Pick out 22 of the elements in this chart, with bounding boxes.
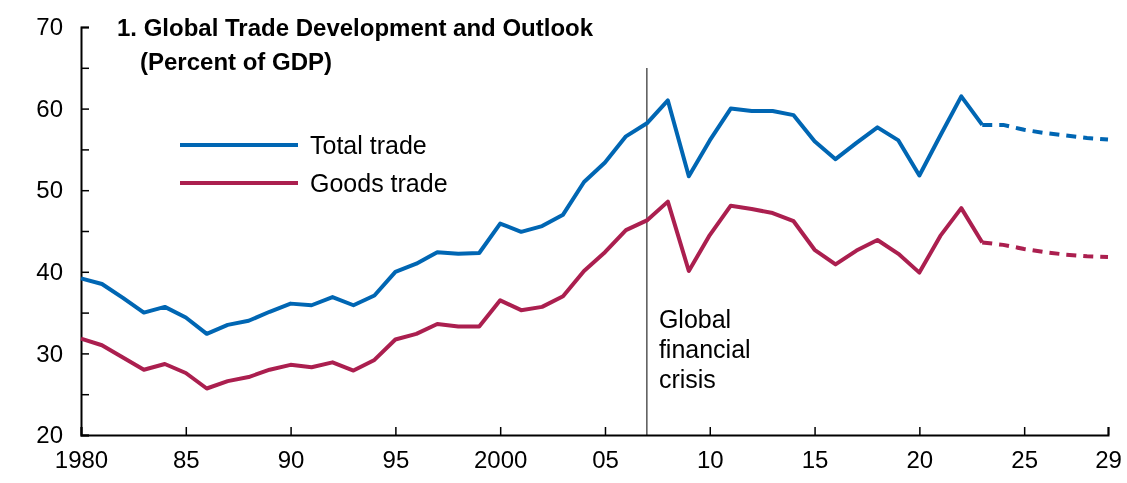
x-tick-label: 90 — [277, 446, 305, 474]
chart-title: 1. Global Trade Development and Outlook — [117, 14, 594, 41]
y-tick-label: 50 — [36, 176, 63, 204]
y-tick-label: 20 — [36, 421, 63, 449]
legend-label: Total trade — [310, 131, 427, 159]
x-tick-label: 95 — [382, 446, 410, 474]
y-tick-label: 60 — [36, 94, 63, 122]
ref-line-label: Global financial crisis — [658, 305, 751, 393]
x-tick-label: 1980 — [54, 446, 109, 474]
x-tick-label: 29 — [1095, 446, 1122, 474]
text: (Percent of GDP) — [140, 48, 333, 75]
x-tick-label: 05 — [592, 446, 619, 474]
y-tick-label: 30 — [36, 339, 63, 367]
x-tick-label: 20 — [906, 446, 934, 474]
legend-label: Goods trade — [310, 169, 448, 197]
y-tick-label: 70 — [36, 13, 63, 41]
x-tick-label: 85 — [172, 446, 200, 474]
y-tick-label: 40 — [36, 257, 63, 285]
x-tick-label: 25 — [1011, 446, 1039, 474]
x-tick-label: 2000 — [473, 446, 528, 474]
x-tick-label: 10 — [696, 446, 724, 474]
x-tick-label: 15 — [801, 446, 829, 474]
